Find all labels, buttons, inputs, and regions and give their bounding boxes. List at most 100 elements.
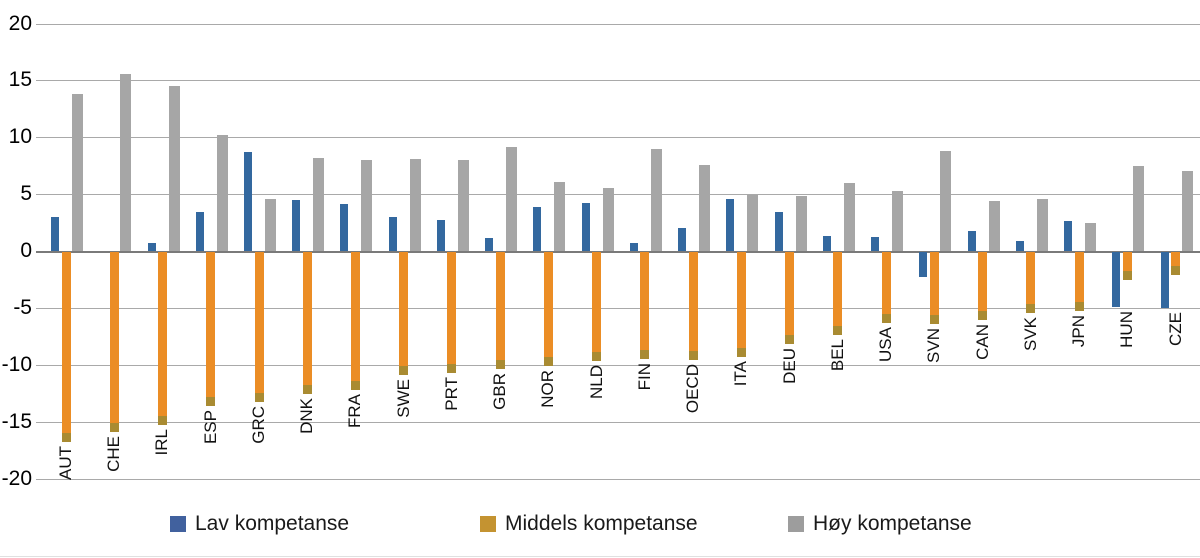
bar-tip xyxy=(881,314,891,323)
bar-nor-middels xyxy=(543,252,553,366)
bar-esp-lav xyxy=(195,212,204,251)
y-axis-label-15: 15 xyxy=(8,68,32,91)
bar-che-hoy xyxy=(120,74,132,251)
bar-aut-middels xyxy=(61,252,71,442)
x-axis-label-dnk: DNK xyxy=(297,398,316,434)
y-axis-label-20: 20 xyxy=(8,12,32,35)
bar-cze-middels xyxy=(1171,252,1180,275)
x-axis-label-fra: FRA xyxy=(345,394,364,428)
bar-svn-lav xyxy=(919,252,928,277)
bar-tip xyxy=(785,335,795,344)
bar-tip xyxy=(1171,266,1180,275)
x-axis-label-bel: BEL xyxy=(828,339,847,372)
bar-nor-lav xyxy=(533,207,542,251)
bar-ita-lav xyxy=(726,199,735,251)
y-axis-label-0: 0 xyxy=(20,239,32,262)
bar-gbr-middels xyxy=(495,252,505,369)
bar-esp-middels xyxy=(206,252,216,406)
bar-nld-lav xyxy=(581,203,590,251)
bar-dnk-hoy xyxy=(313,158,325,251)
x-axis-label-fin: FIN xyxy=(635,363,654,391)
bar-tip xyxy=(1122,271,1132,280)
y-axis-label--15: -15 xyxy=(1,410,32,433)
bar-svn-middels xyxy=(929,252,939,324)
bar-tip xyxy=(640,350,650,359)
bar-can-middels xyxy=(978,252,988,320)
bar-tip xyxy=(109,423,119,432)
bar-fin-hoy xyxy=(650,149,662,251)
x-axis-label-cze: CZE xyxy=(1166,312,1185,346)
y-axis-label-10: 10 xyxy=(8,125,32,148)
x-axis-label-prt: PRT xyxy=(442,377,461,411)
bar-tip xyxy=(302,385,312,394)
bar-tip xyxy=(495,360,505,369)
gridline--10 xyxy=(36,365,1200,366)
bar-aut-lav xyxy=(51,217,59,251)
legend-label-middels: Middels kompetanse xyxy=(505,512,698,535)
x-axis-label-ita: ITA xyxy=(731,361,750,387)
gridline-15 xyxy=(36,80,1200,81)
bar-tip xyxy=(688,351,698,360)
bar-che-middels xyxy=(109,252,119,432)
bar-bel-middels xyxy=(833,252,843,335)
gridline--5 xyxy=(36,308,1200,309)
bar-usa-middels xyxy=(881,252,891,323)
x-axis-label-nld: NLD xyxy=(587,365,606,400)
bar-tip xyxy=(447,364,457,373)
bar-dnk-middels xyxy=(302,252,312,394)
bar-oecd-hoy xyxy=(699,165,711,251)
bar-usa-hoy xyxy=(892,191,904,251)
bar-tip xyxy=(929,315,939,324)
bar-dnk-lav xyxy=(292,200,301,251)
bar-irl-lav xyxy=(147,243,156,251)
bar-cze-hoy xyxy=(1181,171,1193,251)
bar-bel-hoy xyxy=(843,183,855,251)
x-axis-label-swe: SWE xyxy=(394,379,413,418)
bar-hun-middels xyxy=(1122,252,1132,280)
gridline--20 xyxy=(36,479,1200,480)
bar-tip xyxy=(543,357,553,366)
bar-can-hoy xyxy=(988,201,1000,251)
bar-fin-middels xyxy=(640,252,650,359)
bar-can-lav xyxy=(967,231,976,251)
x-axis-label-che: CHE xyxy=(104,436,123,472)
gridline-20 xyxy=(36,24,1200,25)
gridline-0 xyxy=(36,251,1200,253)
bar-bel-lav xyxy=(822,236,831,251)
bar-oecd-lav xyxy=(678,228,687,251)
bar-swe-middels xyxy=(399,252,409,375)
bar-deu-lav xyxy=(774,212,783,251)
x-axis-label-usa: USA xyxy=(876,327,895,362)
bar-prt-lav xyxy=(436,220,445,251)
bar-usa-lav xyxy=(871,237,880,251)
x-axis-label-aut: AUT xyxy=(56,446,75,480)
bar-tip xyxy=(1026,304,1036,313)
bar-svn-hoy xyxy=(940,151,952,251)
bar-fra-middels xyxy=(350,252,360,390)
bar-svk-lav xyxy=(1015,241,1024,251)
bar-tip xyxy=(350,381,360,390)
bar-swe-lav xyxy=(388,217,397,251)
x-axis-label-irl: IRL xyxy=(152,429,171,456)
bar-jpn-middels xyxy=(1074,252,1084,311)
bar-gbr-hoy xyxy=(506,147,518,251)
legend-swatch-hoy xyxy=(788,516,804,532)
bar-tip xyxy=(736,348,746,357)
x-axis-label-jpn: JPN xyxy=(1069,315,1088,348)
bar-jpn-lav xyxy=(1064,221,1072,251)
bar-grc-hoy xyxy=(265,199,276,251)
bar-tip xyxy=(399,366,409,375)
bar-aut-hoy xyxy=(72,94,83,251)
bar-jpn-hoy xyxy=(1085,223,1096,251)
legend-label-hoy: Høy kompetanse xyxy=(813,512,972,535)
x-axis-label-deu: DEU xyxy=(780,348,799,384)
bar-prt-middels xyxy=(447,252,457,373)
x-axis-label-hun: HUN xyxy=(1117,311,1136,348)
x-axis-label-can: CAN xyxy=(973,324,992,360)
bar-tip xyxy=(206,397,216,406)
bar-tip xyxy=(61,433,71,442)
y-axis-label-5: 5 xyxy=(20,182,32,205)
bar-swe-hoy xyxy=(409,159,421,251)
bar-grc-middels xyxy=(254,252,264,402)
x-axis-label-svn: SVN xyxy=(924,328,943,363)
